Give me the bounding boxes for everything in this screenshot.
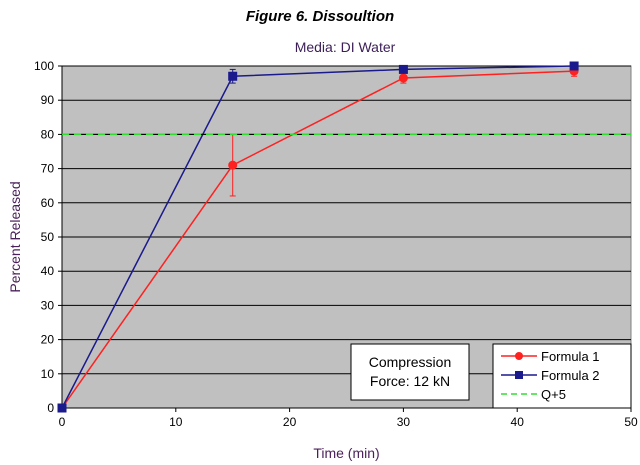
x-tick-label-30: 30	[397, 415, 411, 429]
x-axis-ticks: 0 10 20 30 40 50	[59, 408, 638, 429]
point-formula-2-3	[569, 61, 579, 71]
y-tick-label-100: 100	[34, 59, 54, 73]
y-axis-ticks: 0 10 20 30 40 50 60 70 80 90 100	[34, 59, 62, 415]
y-tick-label-20: 20	[41, 333, 55, 347]
point-formula-2-1	[228, 71, 238, 81]
chart-subtitle: Media: DI Water	[295, 39, 396, 55]
legend-label-formula-1: Formula 1	[541, 349, 600, 364]
legend-label-q-5: Q+5	[541, 387, 566, 402]
x-tick-label-40: 40	[511, 415, 525, 429]
x-tick-label-20: 20	[283, 415, 297, 429]
point-formula-1-1	[228, 160, 238, 170]
point-formula-2-0	[57, 403, 67, 413]
note-line-2: Force: 12 kN	[370, 373, 450, 389]
x-tick-label-50: 50	[624, 415, 638, 429]
y-tick-label-50: 50	[41, 230, 55, 244]
note-line-1: Compression	[369, 354, 451, 370]
x-axis-label: Time (min)	[313, 445, 379, 461]
point-formula-2-2	[398, 64, 408, 74]
y-tick-label-70: 70	[41, 162, 55, 176]
figure-title: Figure 6. Dissoultion	[245, 8, 395, 25]
x-tick-label-0: 0	[59, 415, 66, 429]
y-tick-label-30: 30	[41, 298, 55, 312]
point-formula-1-2	[398, 73, 408, 83]
y-tick-label-10: 10	[41, 367, 55, 381]
y-tick-label-60: 60	[41, 196, 55, 210]
y-tick-label-90: 90	[41, 93, 55, 107]
y-tick-label-40: 40	[41, 264, 55, 278]
legend-label-formula-2: Formula 2	[541, 368, 600, 383]
legend: Formula 1 Formula 2 Q+5	[492, 343, 632, 409]
series-layer	[57, 61, 631, 413]
y-tick-label-0: 0	[47, 401, 54, 415]
legend-marker-formula-2	[515, 371, 523, 379]
x-tick-label-10: 10	[169, 415, 183, 429]
compression-note: Compression Force: 12 kN	[350, 343, 470, 401]
y-tick-label-80: 80	[41, 127, 55, 141]
series-line-formula-2	[61, 65, 575, 409]
series-line-formula-1	[61, 70, 575, 409]
y-axis-label: Percent Released	[7, 181, 23, 292]
legend-marker-formula-1	[515, 352, 523, 360]
